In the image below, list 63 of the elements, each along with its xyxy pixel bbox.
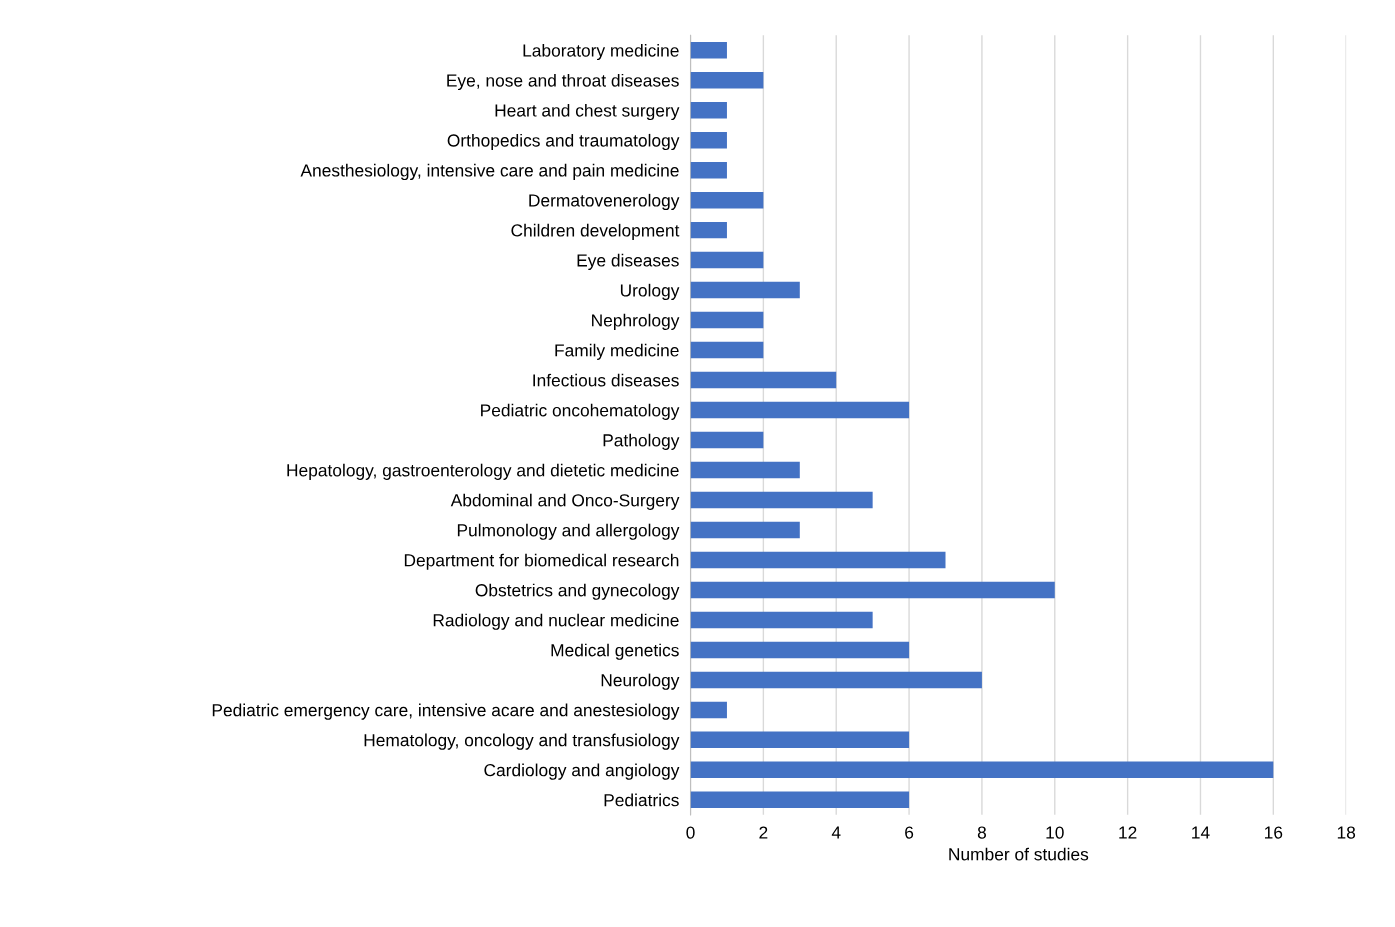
bar bbox=[690, 131, 727, 149]
bar bbox=[690, 791, 910, 809]
y-tick-label: Eye, nose and throat diseases bbox=[447, 73, 679, 91]
bar bbox=[690, 41, 727, 59]
bar bbox=[690, 341, 764, 359]
y-tick-label: Orthopedics and traumatology bbox=[447, 133, 680, 151]
y-tick-label: Laboratory medicine bbox=[523, 43, 679, 61]
bar bbox=[690, 671, 982, 689]
y-tick-label: Pulmonology and allergology bbox=[457, 523, 680, 540]
y-tick-label: Anesthesiology, intensive care and pain medicine bbox=[300, 163, 679, 181]
bar bbox=[690, 251, 764, 269]
x-tick-label: 4 bbox=[831, 826, 841, 839]
bar bbox=[690, 71, 764, 89]
x-tick-label: 6 bbox=[905, 826, 914, 839]
y-tick-label: Heart and chest surgery bbox=[495, 103, 680, 121]
y-tick-label: Eye diseases bbox=[577, 253, 679, 271]
bar bbox=[690, 161, 727, 179]
y-tick-label: Pediatrics bbox=[604, 793, 679, 807]
y-tick-label: Pathology bbox=[603, 433, 680, 450]
bar bbox=[690, 761, 1274, 779]
y-tick-label: Radiology and nuclear medicine bbox=[433, 613, 679, 630]
bar bbox=[690, 701, 727, 719]
y-tick-label: Hematology, oncology and transfusiology bbox=[364, 733, 680, 750]
x-tick-label: 12 bbox=[1119, 826, 1137, 839]
y-tick-label: Pediatric oncohematology bbox=[481, 403, 680, 420]
bar bbox=[690, 221, 727, 239]
bar bbox=[690, 521, 800, 539]
y-tick-label: Cardiology and angiology bbox=[484, 763, 680, 780]
bar bbox=[690, 191, 764, 209]
bar bbox=[690, 611, 873, 629]
y-tick-label: Obstetrics and gynecology bbox=[475, 583, 680, 600]
y-tick-label: Infectious diseases bbox=[533, 373, 679, 387]
x-tick-label: 0 bbox=[686, 826, 695, 839]
x-tick-label: 14 bbox=[1192, 826, 1210, 839]
y-tick-label: Dermatovenerology bbox=[529, 193, 680, 211]
bar bbox=[690, 491, 873, 509]
bar bbox=[690, 551, 946, 569]
bar bbox=[690, 731, 910, 749]
y-tick-label: Neurology bbox=[601, 673, 680, 690]
y-tick-label: Urology bbox=[620, 283, 680, 300]
x-tick-label: 16 bbox=[1264, 826, 1283, 839]
x-axis-title: Number of studies bbox=[949, 847, 1089, 861]
bar bbox=[690, 581, 1055, 599]
x-tick-label: 2 bbox=[759, 826, 768, 839]
y-tick-label: Pediatric emergency care, intensive acare and anestesiology bbox=[212, 703, 680, 720]
y-tick-label: Department for biomedical research bbox=[404, 553, 679, 570]
bar bbox=[690, 101, 727, 119]
bar bbox=[690, 431, 764, 449]
y-tick-label: Children development bbox=[511, 223, 680, 241]
bar bbox=[690, 401, 910, 419]
y-tick-label: Family medicine bbox=[555, 343, 679, 360]
y-tick-label: Hepatology, gastroenterology and dietetic medicine bbox=[287, 463, 679, 480]
bar bbox=[690, 641, 910, 659]
bar bbox=[690, 311, 764, 329]
x-tick-label: 8 bbox=[977, 826, 986, 839]
x-tick-label: 18 bbox=[1337, 826, 1356, 839]
x-tick-label: 10 bbox=[1046, 826, 1064, 839]
bar bbox=[690, 371, 837, 389]
bar bbox=[690, 281, 800, 299]
y-tick-label: Abdominal and Onco-Surgery bbox=[450, 493, 680, 510]
y-tick-label: Medical genetics bbox=[551, 643, 679, 660]
bar bbox=[690, 461, 800, 479]
y-tick-label: Nephrology bbox=[592, 313, 680, 330]
